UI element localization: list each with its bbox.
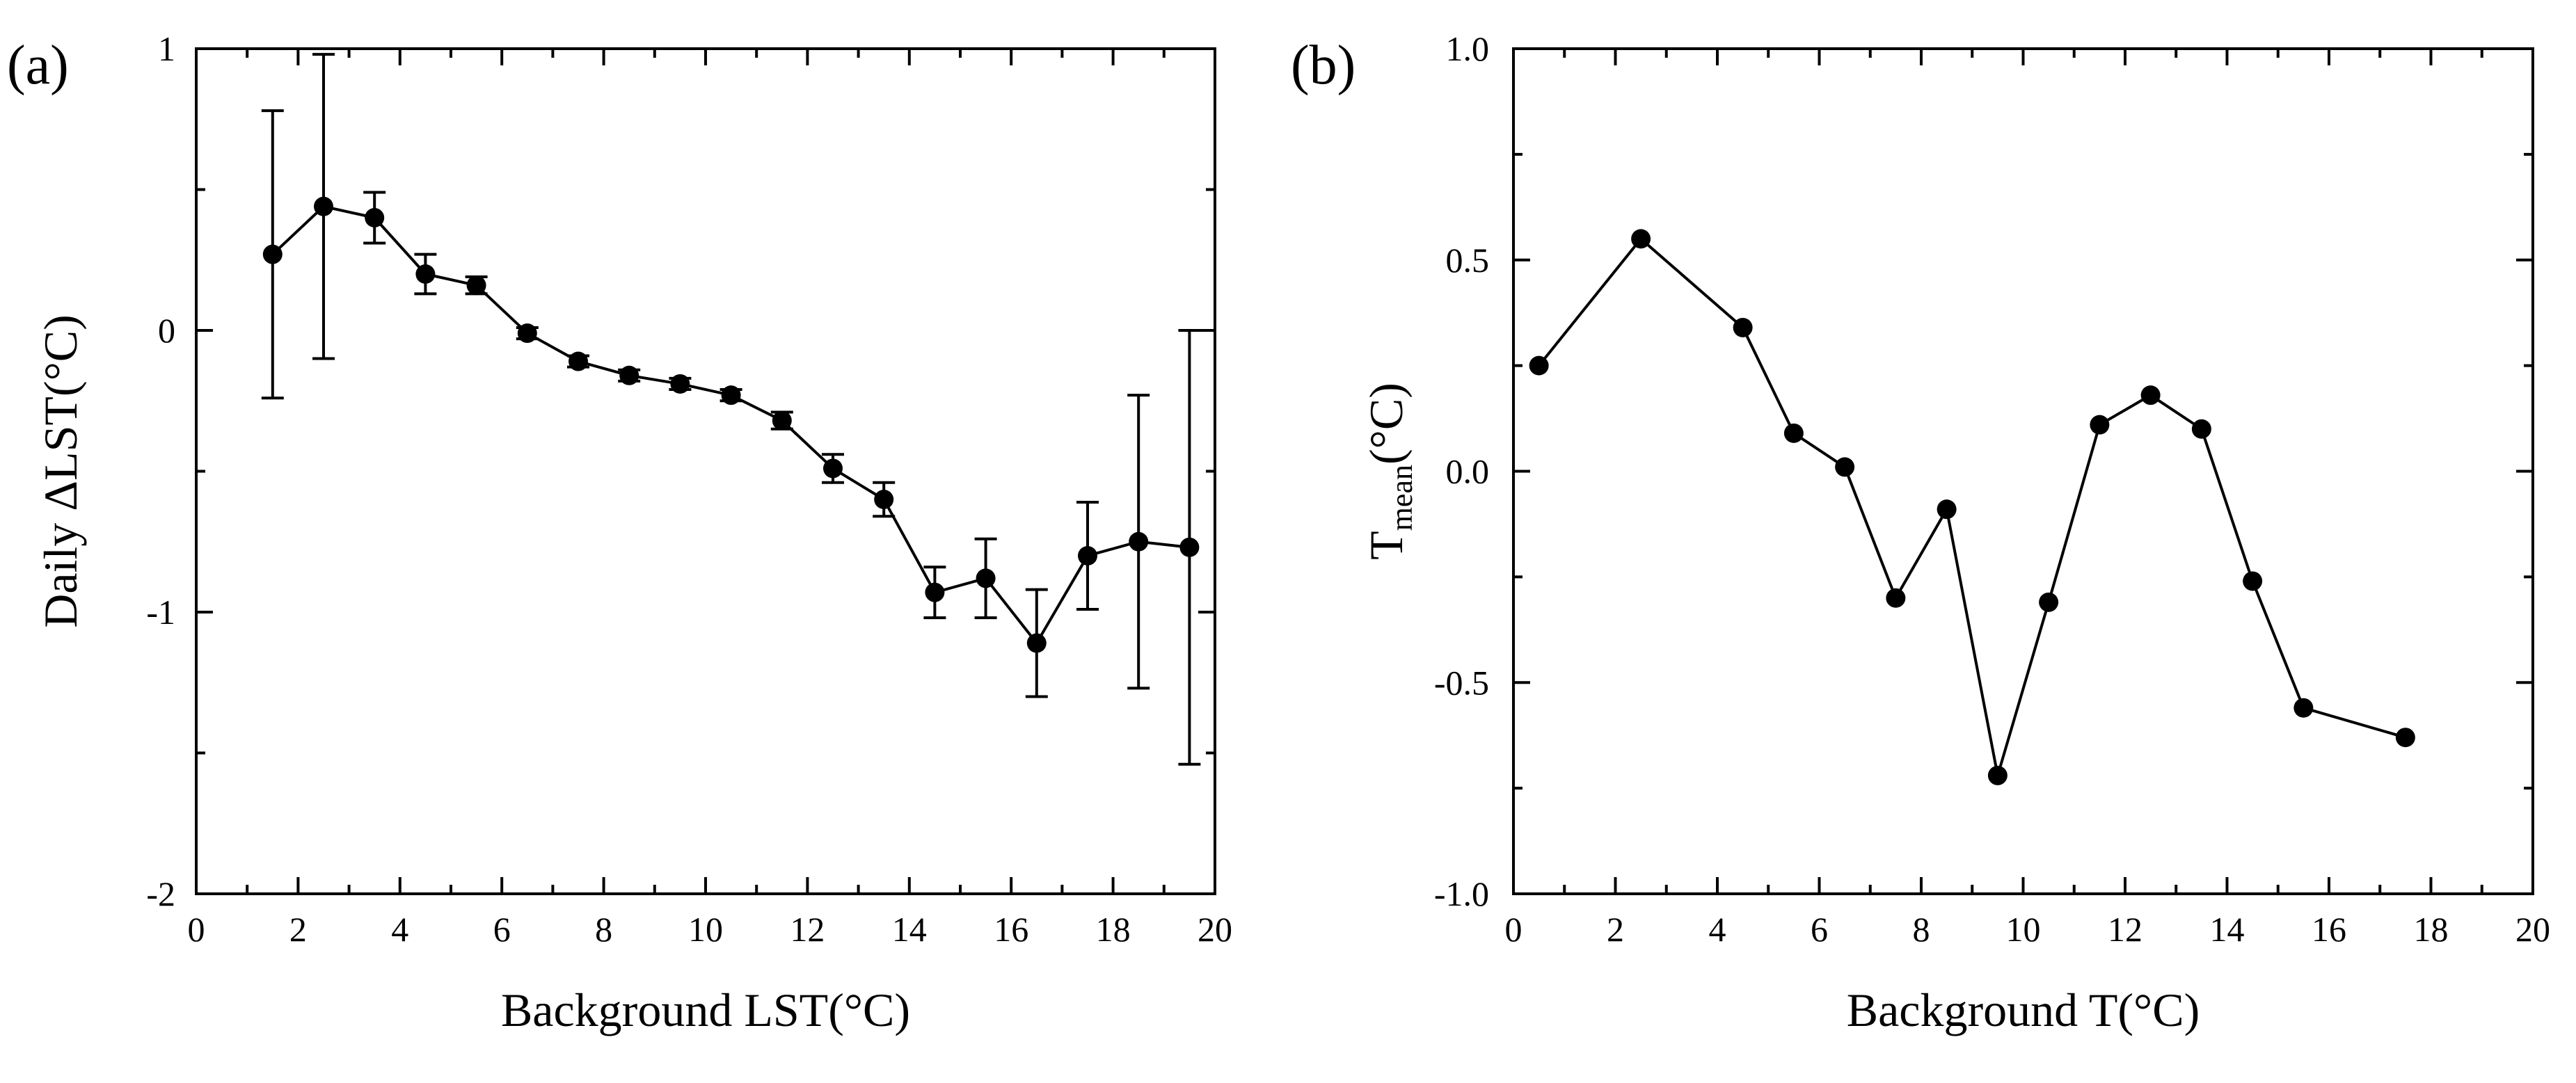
plot-frame	[195, 47, 1216, 895]
panel-b-chart: (b) 0 2 4 6 8 10 12 14 16 18 20 -1.0 -0.5 0.0 0.5 1.0 Bac…	[1291, 29, 2550, 1036]
data-point	[2243, 571, 2263, 591]
data-point	[1026, 633, 1047, 653]
x-tick-label: 8	[595, 910, 612, 949]
x-tick-label: 12	[790, 910, 825, 949]
x-tick-label: 20	[1198, 910, 1232, 949]
data-point	[2191, 419, 2211, 439]
data-point	[1631, 229, 1651, 249]
y-tick-label: 0	[158, 311, 175, 350]
data-point	[874, 490, 894, 509]
data-point	[2293, 698, 2314, 718]
data-point	[1937, 499, 1957, 520]
data-point	[823, 458, 843, 479]
data-point	[1179, 537, 1200, 557]
panel-label: (a)	[7, 35, 69, 96]
series-line	[271, 204, 1190, 646]
x-tick-label: 4	[1709, 910, 1726, 949]
y-tick-label: 1	[158, 29, 175, 68]
x-axis-title: Background LST(°C)	[501, 984, 910, 1036]
data-point	[670, 374, 690, 394]
x-tick-label: 16	[2312, 910, 2346, 949]
x-tick-label: 0	[188, 910, 205, 949]
data-point	[1987, 765, 2007, 785]
data-point	[262, 244, 283, 264]
y-tick-label: -1	[146, 593, 175, 632]
data-point	[772, 410, 792, 431]
data-point	[619, 365, 639, 385]
x-tick-label: 10	[2006, 910, 2041, 949]
x-tick-label: 0	[1505, 910, 1522, 949]
x-tick-label: 14	[892, 910, 927, 949]
y-axis-title-main: T	[1360, 531, 1413, 560]
data-point	[314, 196, 333, 216]
y-tick-label: 0.5	[1446, 241, 1490, 280]
data-point	[1783, 423, 1804, 443]
data-point	[365, 208, 385, 227]
data-point	[721, 385, 741, 406]
x-tick-label: 2	[289, 910, 307, 949]
y-axis-title-unit: (°C)	[1360, 383, 1413, 465]
data-point	[1529, 355, 1549, 376]
data-point	[2140, 385, 2161, 406]
y-axis-title-subscript: mean	[1385, 465, 1419, 531]
x-tick-label: 18	[1096, 910, 1131, 949]
series-line	[1538, 236, 2406, 776]
x-tick-label: 12	[2108, 910, 2142, 949]
data-point	[415, 264, 436, 284]
data-point	[569, 351, 588, 371]
data-point	[2395, 728, 2415, 748]
data-point	[1078, 546, 1097, 565]
y-tick-label: 1.0	[1446, 29, 1490, 68]
data-point	[1886, 588, 1906, 608]
y-tick-label: -2	[146, 874, 175, 913]
y-axis-title: Daily ΔLST(°C)	[34, 314, 87, 628]
x-tick-label: 14	[2210, 910, 2245, 949]
x-tick-label: 10	[688, 910, 723, 949]
plot-frame	[1512, 47, 2534, 895]
y-tick-label: 0.0	[1446, 452, 1490, 491]
y-tick-label: -1.0	[1434, 874, 1489, 913]
data-point	[2090, 415, 2110, 435]
y-axis-title: Tmean(°C)	[1360, 383, 1419, 560]
data-point	[1129, 531, 1149, 552]
panel-a-chart: (a) 0 2 4 6 8 10 12 14 16 18 20 -2 -1 0 1 Background LST…	[7, 29, 1232, 1036]
x-tick-label: 6	[493, 910, 511, 949]
data-point	[925, 582, 945, 602]
data-point	[976, 568, 996, 588]
y-tick-label: -0.5	[1434, 663, 1489, 702]
x-tick-label: 20	[2515, 910, 2550, 949]
x-tick-label: 6	[1811, 910, 1828, 949]
data-point	[466, 275, 486, 296]
x-tick-label: 2	[1607, 910, 1624, 949]
x-tick-label: 4	[391, 910, 408, 949]
x-tick-label: 16	[994, 910, 1028, 949]
data-point	[1733, 317, 1753, 337]
data-point	[1835, 457, 1855, 477]
x-axis-title: Background T(°C)	[1847, 984, 2200, 1036]
x-tick-label: 18	[2414, 910, 2449, 949]
data-point	[2039, 592, 2059, 612]
data-point	[517, 323, 537, 344]
panel-label: (b)	[1291, 35, 1355, 96]
x-tick-label: 8	[1913, 910, 1930, 949]
